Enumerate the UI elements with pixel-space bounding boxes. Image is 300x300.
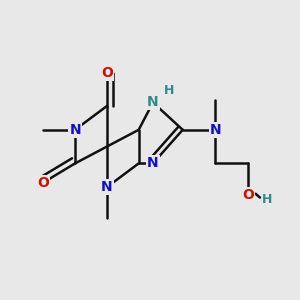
Text: O: O: [101, 66, 113, 80]
Text: O: O: [242, 188, 254, 202]
Text: H: H: [262, 193, 273, 206]
Text: N: N: [101, 180, 113, 194]
Text: N: N: [147, 95, 159, 110]
Text: O: O: [37, 176, 49, 190]
Text: N: N: [210, 123, 221, 137]
Text: H: H: [164, 84, 175, 97]
Text: N: N: [147, 156, 159, 170]
Text: N: N: [69, 123, 81, 137]
